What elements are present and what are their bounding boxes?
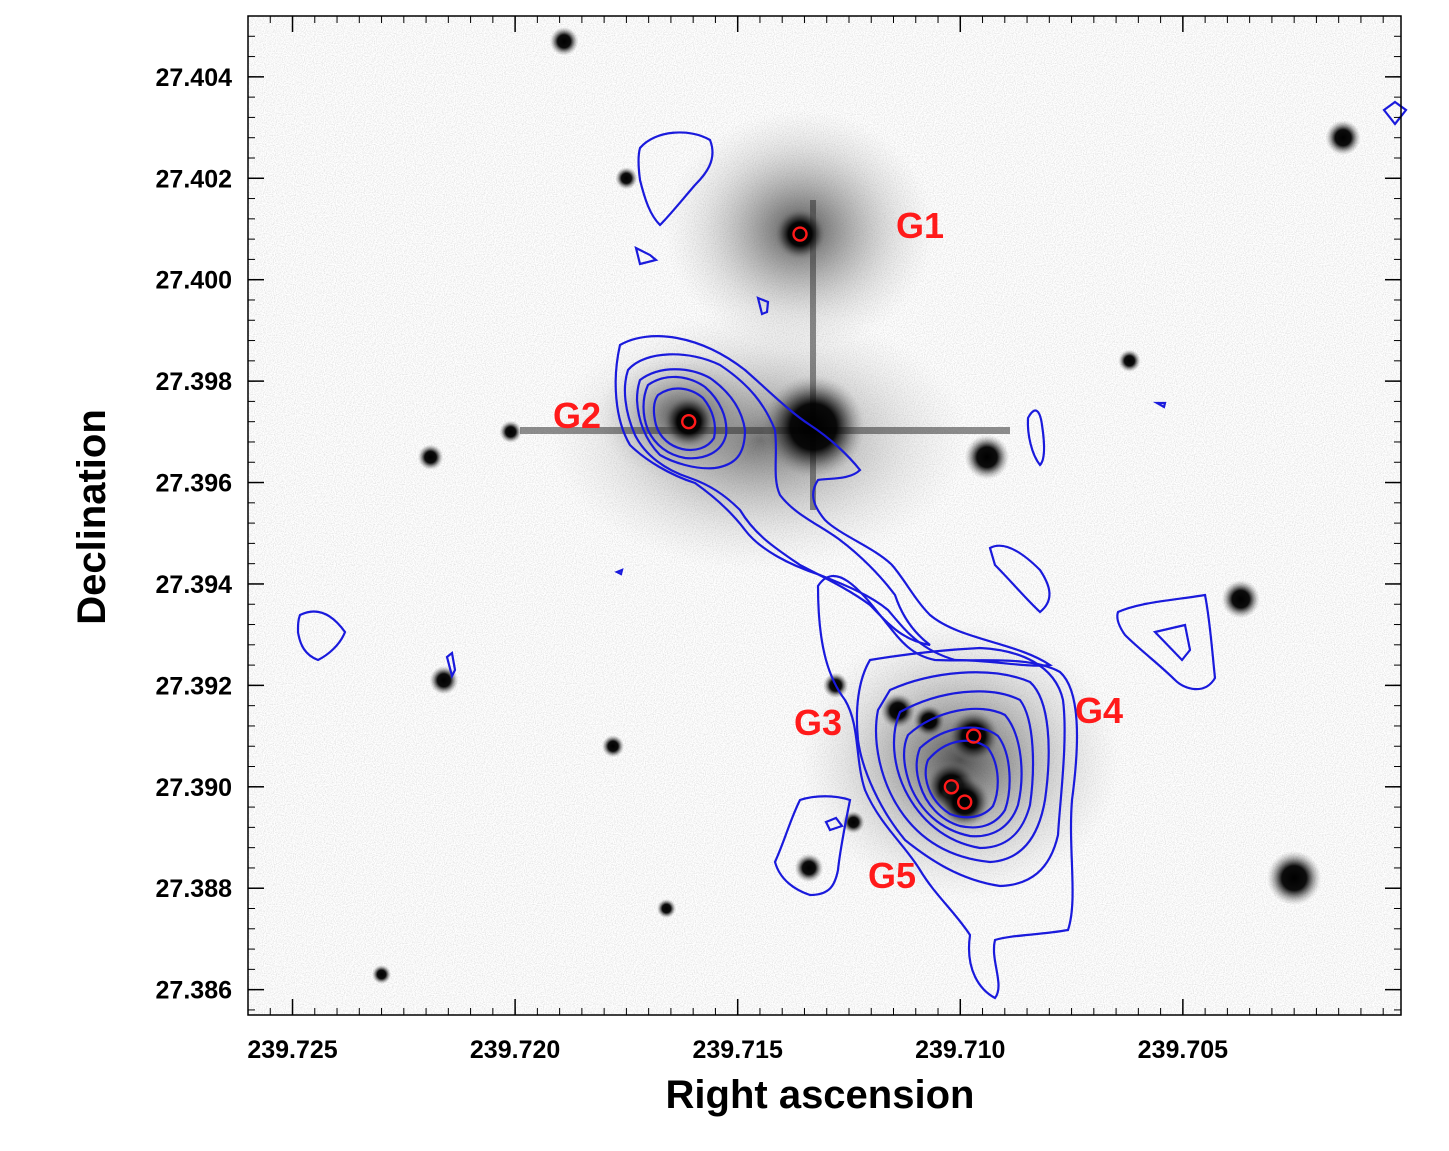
star-source (417, 444, 444, 470)
contour-line (773, 795, 852, 897)
y-tick-label: 27.402 (156, 165, 232, 193)
y-tick-label: 27.404 (156, 64, 233, 92)
contour-line (924, 739, 999, 819)
contour-line (1116, 593, 1217, 691)
diffuse-halo-group (800, 620, 1120, 900)
y-axis-title: Declination (70, 409, 114, 625)
star-source (499, 420, 522, 444)
galaxy-core (662, 395, 715, 448)
contour-line (892, 690, 1035, 850)
star-source (1266, 850, 1322, 906)
contour-line (855, 646, 1066, 888)
contour-line (875, 671, 1050, 864)
contour-line (988, 544, 1051, 614)
galaxy-core (947, 710, 1000, 763)
y-tick-label: 27.394 (156, 571, 233, 599)
contour-line (824, 816, 844, 832)
diffraction-spike-vertical (810, 200, 816, 510)
galaxy-label-g5: G5 (868, 855, 916, 896)
contour-line (1382, 100, 1408, 126)
star-source (656, 898, 677, 919)
contour-line (614, 335, 1054, 667)
galaxy-label-g2: G2 (553, 395, 601, 436)
x-tick-label: 239.705 (1138, 1036, 1228, 1064)
galaxy-marker-g1 (792, 226, 808, 242)
contour-line (623, 353, 931, 647)
star-source (615, 167, 638, 190)
contour-line (445, 650, 457, 680)
galaxy-marker-g3 (943, 779, 960, 795)
ticks-layer: 239.725 239.720 239.715 239.710 239.705 27.38… (156, 15, 1401, 1064)
y-tick-label: 27.400 (156, 267, 232, 295)
star-source (1221, 579, 1260, 619)
star-source (794, 853, 824, 883)
x-tick-label: 239.710 (915, 1036, 1005, 1064)
star-source (880, 693, 916, 729)
star-source (964, 434, 1010, 480)
marker-layer (681, 226, 982, 810)
contour-line (816, 574, 1079, 1000)
contour-line (296, 610, 347, 662)
y-tick-label: 27.390 (156, 774, 232, 802)
contour-line (652, 387, 717, 452)
galaxy-core (774, 208, 827, 261)
star-source (371, 964, 392, 985)
contour-line (903, 707, 1023, 838)
contour-line (1152, 401, 1167, 409)
x-tick-label: 239.715 (693, 1036, 783, 1064)
x-tick-label: 239.720 (470, 1036, 560, 1064)
contour-line (634, 245, 659, 266)
y-tick-label: 27.398 (156, 368, 233, 396)
contour-line (756, 296, 770, 316)
contour-line (915, 726, 1011, 829)
x-axis-title: Right ascension (666, 1073, 975, 1117)
contour-line (642, 375, 728, 460)
star-source (1118, 349, 1141, 373)
x-tick-label: 239.725 (247, 1036, 337, 1064)
galaxy-label-g3: G3 (794, 702, 842, 743)
star-source (549, 26, 579, 56)
contour-line (637, 131, 714, 227)
y-tick-label: 27.392 (156, 672, 232, 700)
galaxy-label-g1: G1 (896, 205, 944, 246)
label-layer: G1 G2 G3 G4 G5 (553, 205, 1123, 896)
contour-line (614, 568, 624, 576)
galaxy-label-g4: G4 (1075, 690, 1123, 731)
contour-line (1152, 623, 1192, 662)
star-source (1325, 120, 1361, 156)
y-tick-label: 27.388 (156, 875, 233, 903)
galaxy-marker-g4 (965, 728, 982, 744)
image-layer (248, 16, 1401, 1015)
star-source (601, 735, 625, 758)
contour-line (635, 368, 747, 470)
galaxy-marker-g5 (957, 794, 973, 810)
plot-frame (247, 15, 1402, 1016)
contour-line (1026, 409, 1046, 467)
y-tick-label: 27.386 (156, 977, 232, 1005)
contour-layer (296, 100, 1408, 1000)
y-tick-label: 27.396 (156, 470, 232, 498)
galaxy-marker-g2 (681, 413, 697, 430)
